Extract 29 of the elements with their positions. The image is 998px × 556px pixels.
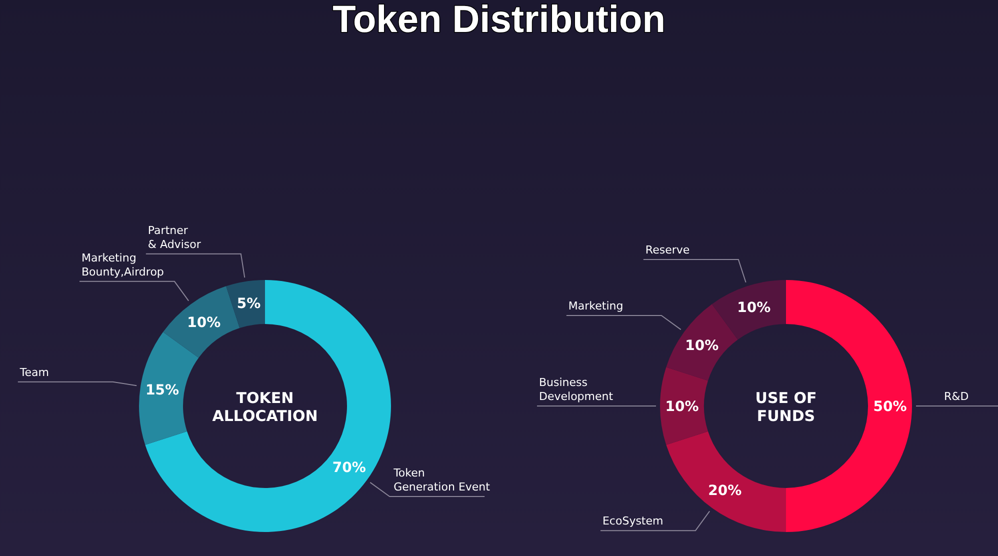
donut-slice: [226, 280, 265, 328]
slice-label: Marketing Bounty,Airdrop: [81, 251, 164, 278]
donut-slice: [139, 332, 199, 445]
data-label: 10%: [665, 398, 699, 415]
donut-slice: [666, 431, 786, 532]
donut-slice: [163, 286, 240, 358]
data-label: 10%: [685, 338, 719, 354]
text: TOKEN ALLOCATION: [212, 389, 318, 425]
donut-slice: [660, 367, 708, 445]
data-label: 10%: [187, 314, 221, 331]
data-label: 70%: [332, 460, 366, 476]
slice-label: R&D: [944, 390, 969, 403]
data-label: 20%: [708, 483, 742, 500]
donut-slice: [712, 280, 786, 340]
data-label: 15%: [146, 382, 180, 399]
data-label: 5%: [236, 296, 261, 312]
slice-label: Reserve: [645, 244, 690, 257]
data-label: 50%: [873, 398, 907, 415]
data-label: 10%: [737, 300, 771, 316]
slice-label: Team: [18, 366, 49, 379]
slice-label: Marketing: [568, 299, 624, 312]
text: USE OF FUNDS: [755, 389, 817, 425]
donut-slice: [145, 280, 391, 532]
donut-slice: [666, 304, 738, 381]
slice-label: EcoSystem: [602, 514, 664, 528]
slice-label: Partner & Advisor: [148, 224, 202, 251]
slice-label: Business Development: [539, 376, 614, 403]
chart-title: Token Distribution: [332, 0, 666, 41]
slice-label: Token Generation Event: [392, 466, 491, 494]
